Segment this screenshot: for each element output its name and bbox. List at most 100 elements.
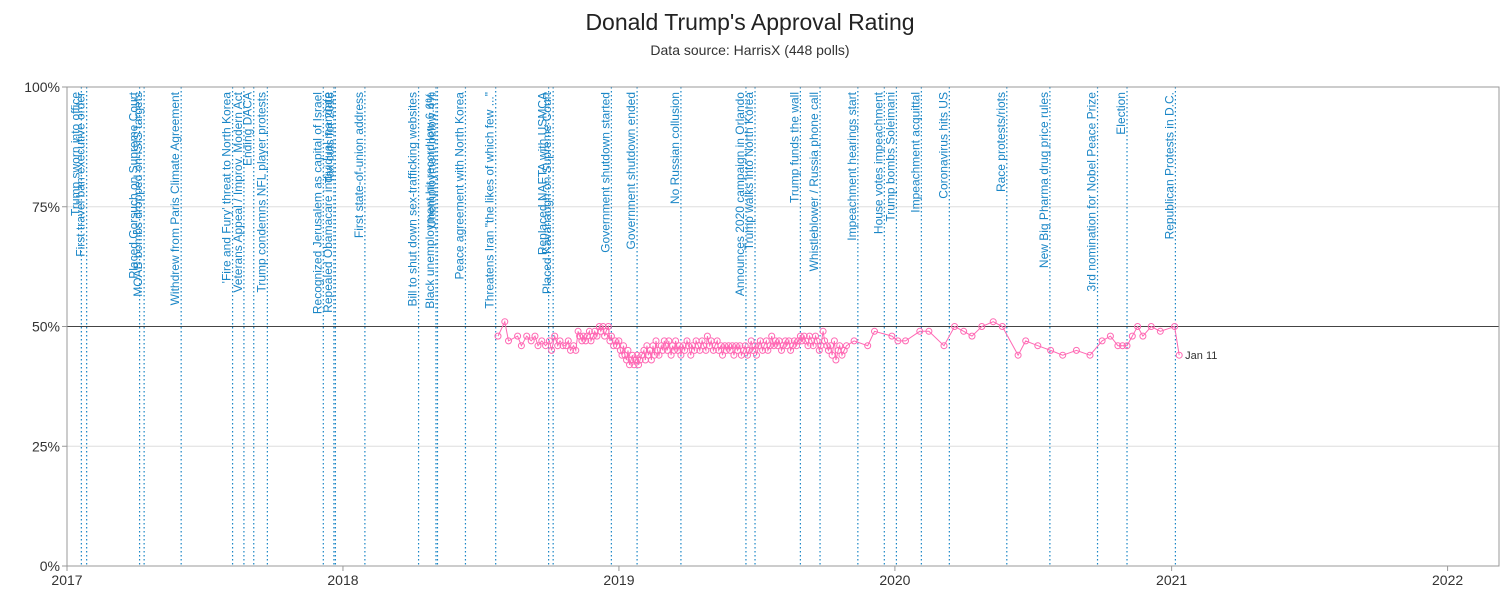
- data-point: [828, 351, 836, 359]
- data-point: [505, 337, 512, 345]
- data-point: [747, 337, 755, 345]
- event-label: Trump funds the wall: [787, 92, 801, 203]
- data-point: [808, 337, 816, 345]
- data-point: [548, 346, 556, 354]
- data-point: [1106, 332, 1114, 340]
- x-tick-label: 2022: [1432, 572, 1463, 588]
- data-point: [523, 332, 531, 340]
- data-point: [940, 342, 948, 350]
- event-label: Government shutdown ended: [624, 92, 638, 249]
- data-point: [635, 361, 643, 369]
- y-tick-label: 25%: [32, 438, 60, 454]
- data-point: [1098, 337, 1106, 345]
- last-point-label: Jan 11: [1185, 350, 1217, 362]
- data-point: [968, 332, 976, 340]
- data-point: [709, 346, 717, 354]
- data-point: [766, 342, 774, 350]
- data-point: [646, 346, 654, 354]
- data-point: [751, 342, 759, 350]
- series-line: [497, 320, 1180, 365]
- data-point: [593, 332, 601, 340]
- data-point: [1128, 332, 1136, 340]
- data-point: [572, 346, 580, 354]
- data-point: [960, 327, 968, 335]
- data-point: [768, 332, 776, 340]
- data-point: [888, 332, 896, 340]
- data-point: [691, 346, 698, 354]
- data-point: [545, 337, 553, 345]
- data-point: [626, 361, 633, 369]
- data-point: [655, 351, 663, 359]
- event-label: Ending DACA: [241, 92, 255, 166]
- data-point: [652, 337, 660, 345]
- y-tick-label: 100%: [24, 79, 60, 95]
- chart-title: Donald Trump's Approval Rating: [585, 9, 914, 35]
- data-point: [670, 346, 678, 354]
- data-point: [1059, 351, 1067, 359]
- event-label: Unemployment below 4%: [424, 92, 438, 228]
- event-label: Election: [1114, 92, 1128, 135]
- data-point: [683, 337, 691, 345]
- data-point: [589, 332, 597, 340]
- data-point: [902, 337, 909, 345]
- event-label: Placed Kavanaugh on Supreme Court: [540, 91, 554, 294]
- data-point: [494, 332, 502, 340]
- data-point: [615, 337, 623, 345]
- data-point: [753, 351, 760, 359]
- event-label: Republican Protests in D.C.: [1162, 92, 1176, 239]
- data-point: [685, 342, 692, 350]
- event-label: 3rd nomination for Nobel Peace Prize: [1085, 92, 1099, 292]
- chart-subtitle: Data source: HarrisX (448 polls): [650, 42, 849, 58]
- data-point: [774, 342, 782, 350]
- data-point: [1123, 342, 1131, 350]
- event-label: Impeachment acquittal: [908, 92, 922, 213]
- x-tick-label: 2021: [1156, 572, 1187, 588]
- y-axis: 0% 25% 50% 75% 100%: [24, 79, 67, 574]
- event-label: Trump sworn into office: [68, 92, 82, 216]
- data-point: [770, 342, 778, 350]
- data-point: [1114, 342, 1122, 350]
- data-point: [538, 337, 546, 345]
- data-point: [819, 327, 827, 335]
- data-point: [681, 346, 689, 354]
- data-point: [574, 327, 582, 335]
- event-label: Trump walks into North Korea: [742, 92, 756, 251]
- data-point: [675, 342, 683, 350]
- event-label: Peace agreement with North Korea: [452, 92, 466, 280]
- event-label: Trump condemns NFL player protests: [254, 92, 268, 293]
- data-point: [531, 332, 539, 340]
- data-point: [832, 356, 840, 364]
- event-label: Recognized Jerusalem as capital of Israe…: [310, 92, 324, 314]
- data-point: [815, 346, 823, 354]
- data-point: [744, 351, 751, 359]
- data-point: [677, 351, 685, 359]
- data-point: [827, 342, 835, 350]
- data-point: [725, 342, 733, 350]
- data-point: [793, 342, 801, 350]
- data-point: [514, 332, 522, 340]
- data-point: [721, 342, 729, 350]
- event-label: First state-of-union address: [352, 92, 366, 238]
- data-point: [1139, 332, 1147, 340]
- data-point: [604, 323, 612, 330]
- data-point: [736, 342, 744, 350]
- event-label: Bill to shut down sex-trafficking websit…: [406, 92, 420, 307]
- data-point: [1171, 323, 1179, 330]
- data-point: [713, 337, 721, 345]
- data-point: [813, 337, 821, 345]
- event-label: Black unemployment hit record low 6.6%: [423, 92, 437, 309]
- event-label: 'Fire and Fury' threat to North Korea: [220, 92, 234, 284]
- data-point: [687, 351, 695, 359]
- data-point: [629, 351, 636, 359]
- y-tick-label: 50%: [32, 319, 60, 335]
- data-point: [611, 337, 619, 345]
- data-point: [730, 351, 738, 359]
- data-point: [871, 327, 878, 335]
- event-label: Threatens Iran "the likes of which few .…: [483, 92, 497, 309]
- data-point: [836, 342, 844, 350]
- data-point: [517, 342, 525, 350]
- data-point: [585, 327, 593, 335]
- event-label: Impeachment hearings start: [845, 91, 859, 240]
- data-point: [542, 342, 550, 350]
- data-point: [864, 342, 872, 350]
